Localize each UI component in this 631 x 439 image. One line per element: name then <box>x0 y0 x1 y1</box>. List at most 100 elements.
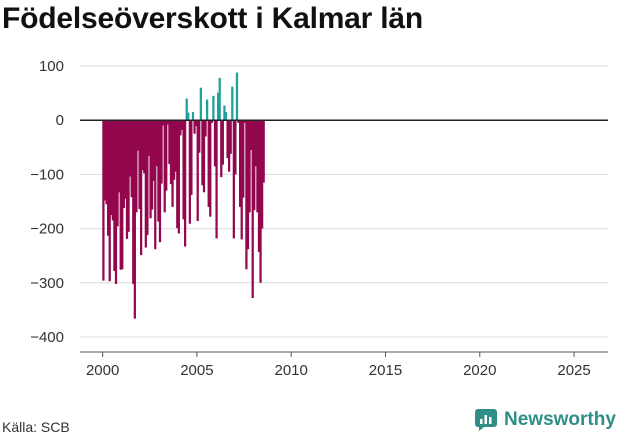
bar <box>111 120 114 221</box>
bar <box>136 120 140 151</box>
newsworthy-logo-icon <box>475 409 497 431</box>
brand-logo: Newsworthy <box>474 408 616 432</box>
bar <box>105 120 108 205</box>
bar <box>199 87 202 121</box>
bar <box>110 120 113 216</box>
bar <box>133 120 136 319</box>
bar <box>190 120 193 195</box>
bar <box>202 120 206 193</box>
bar <box>250 120 253 151</box>
bar <box>235 72 239 121</box>
y-tick-label: −400 <box>30 329 64 346</box>
bar <box>232 120 235 239</box>
bar <box>234 120 237 175</box>
x-axis: 2000 2005 2010 2015 2020 2025 <box>80 351 608 379</box>
bar <box>160 120 163 184</box>
bar <box>138 120 141 210</box>
bar <box>207 120 210 207</box>
source-note: Källa: SCB <box>2 419 70 435</box>
y-tick-label: −300 <box>30 275 64 292</box>
bar <box>166 120 169 125</box>
bar <box>242 120 245 198</box>
bar <box>102 120 105 281</box>
bar <box>114 120 118 284</box>
y-tick-label: −100 <box>30 166 64 183</box>
bar <box>243 120 246 123</box>
x-tick-label: 2000 <box>86 362 119 379</box>
bar <box>173 120 176 180</box>
bar <box>213 120 217 167</box>
bar <box>261 120 264 229</box>
x-tick-label: 2005 <box>180 362 213 379</box>
bar <box>209 120 212 217</box>
bar <box>257 120 261 252</box>
bar <box>221 120 224 165</box>
bar <box>239 120 242 207</box>
bar <box>191 112 195 121</box>
bar <box>206 99 209 121</box>
bar <box>248 120 251 213</box>
bar <box>223 105 226 121</box>
x-tick-label: 2015 <box>369 362 402 379</box>
bar <box>168 120 171 165</box>
bar <box>204 120 207 137</box>
chart-title: Födelseöverskott i Kalmar län <box>2 2 424 35</box>
bar <box>143 120 146 174</box>
bar <box>193 120 196 134</box>
bar <box>176 120 179 229</box>
bar-series <box>102 72 265 319</box>
bar <box>116 120 119 227</box>
bar <box>129 120 132 177</box>
bar <box>108 120 111 282</box>
bar <box>127 120 130 232</box>
x-tick-label: 2020 <box>463 362 496 379</box>
bar <box>124 120 127 199</box>
bar <box>122 120 125 208</box>
grid-lines <box>80 65 608 338</box>
bar <box>224 112 228 121</box>
bar <box>169 120 173 185</box>
bar <box>253 120 256 211</box>
bar <box>171 120 174 207</box>
bar <box>177 120 180 234</box>
bar <box>210 120 213 123</box>
bar <box>180 120 184 130</box>
bar <box>103 120 107 201</box>
y-axis-labels: 100 0 −100 −200 −300 −400 <box>30 58 64 346</box>
bar <box>240 120 243 240</box>
bar <box>226 120 229 159</box>
brand-name: Newsworthy <box>504 409 616 430</box>
bar <box>251 120 254 298</box>
bar <box>135 120 138 213</box>
bar <box>182 120 185 220</box>
bar <box>237 120 240 123</box>
bar <box>201 120 204 186</box>
bar <box>151 120 154 210</box>
bar <box>212 95 215 121</box>
bar <box>217 92 220 121</box>
bar <box>165 120 168 191</box>
bar <box>149 120 152 219</box>
bar <box>118 120 121 193</box>
bar <box>130 120 133 198</box>
bar <box>119 120 122 270</box>
bar <box>187 112 190 121</box>
bar <box>146 120 149 236</box>
bar <box>125 120 129 239</box>
bar <box>256 120 259 213</box>
bar <box>184 120 187 247</box>
x-tick-label: 2025 <box>557 362 590 379</box>
bar <box>254 120 257 167</box>
bar <box>259 120 262 283</box>
bar <box>195 120 198 127</box>
bar <box>155 120 158 167</box>
bar <box>163 120 166 213</box>
bar <box>245 120 248 270</box>
bar <box>229 120 232 154</box>
bar <box>185 98 188 121</box>
bar <box>174 120 177 172</box>
bar <box>215 120 218 239</box>
y-tick-label: 0 <box>56 112 64 129</box>
bar <box>198 120 201 153</box>
